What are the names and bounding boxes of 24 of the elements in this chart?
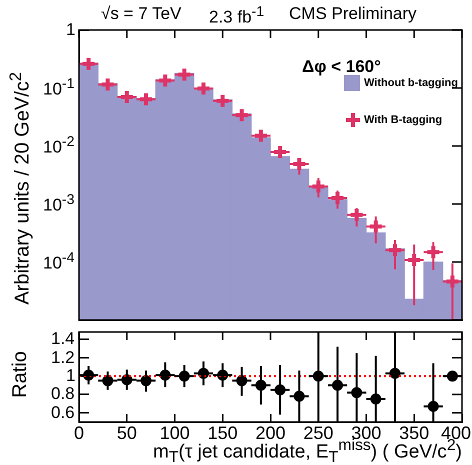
y-axis-title: Ratio xyxy=(8,350,32,398)
y-tick-label: 1 xyxy=(66,20,76,40)
x-tick-label: 250 xyxy=(303,423,334,444)
y-tick-label: 10$^{-1}$ xyxy=(43,76,75,100)
x-tick-label: 0 xyxy=(74,423,84,444)
y-tick-label: 10$^{-4}$ xyxy=(43,250,75,274)
y-tick-label: 10$^{-3}$ xyxy=(43,192,75,216)
legend-label: Without b-tagging xyxy=(364,77,458,89)
y-tick-label: 0.6 xyxy=(51,402,75,423)
y-tick-label: 0.8 xyxy=(51,384,75,404)
text: 2.3 fb$^{-1}$ xyxy=(209,4,264,28)
x-tick-label: 350 xyxy=(399,423,430,444)
y-tick-label: 1 xyxy=(66,366,76,386)
x-tick-label: 200 xyxy=(256,423,286,444)
annotation: Δφ < 160° xyxy=(302,57,381,77)
x-tick-label: 100 xyxy=(160,423,190,444)
x-tick-label: 150 xyxy=(208,423,238,444)
legend-label: With B-tagging xyxy=(364,114,442,126)
y-tick-label: 1.4 xyxy=(51,329,75,350)
x-tick-label: 50 xyxy=(116,423,137,444)
text: √s = 7 TeV xyxy=(101,4,182,24)
y-tick-label: 10$^{-2}$ xyxy=(43,134,75,158)
y-tick-label: 1.2 xyxy=(51,348,75,368)
text: CMS Preliminary xyxy=(289,4,417,24)
